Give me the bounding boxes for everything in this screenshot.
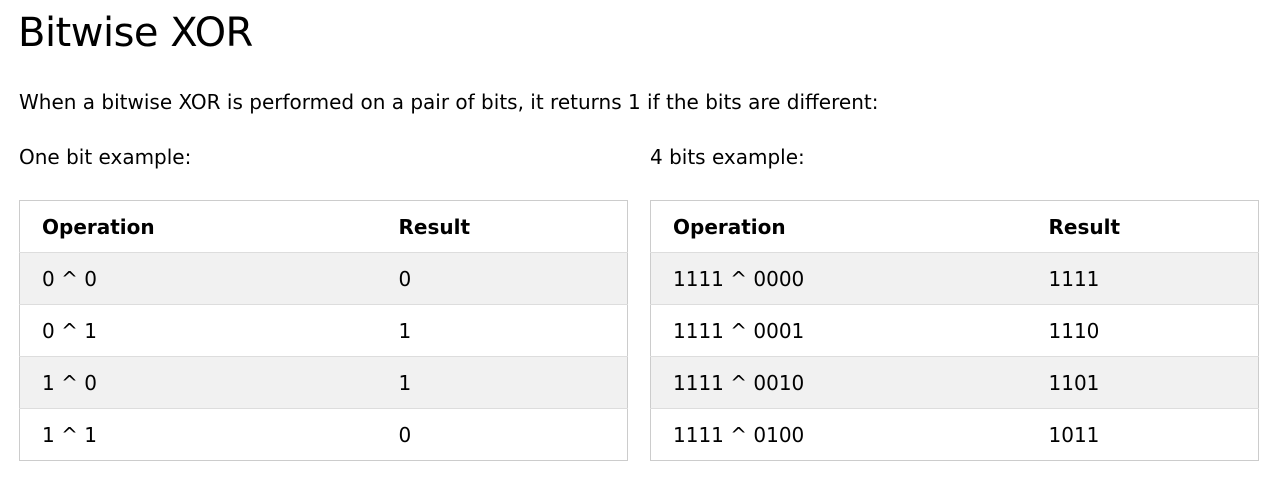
- operation-cell: 1 ^ 1: [42, 422, 97, 447]
- page-title: Bitwise XOR: [18, 10, 253, 56]
- table-row: 1 ^ 0 1: [19, 356, 628, 409]
- table-header-row: Operation Result: [19, 200, 628, 253]
- table-row: 1111 ^ 0100 1011: [651, 409, 1259, 461]
- four-bits-table: Operation Result 1111 ^ 0000 1111 1111 ^…: [650, 200, 1259, 461]
- operation-cell: 1111 ^ 0010: [650, 356, 1027, 409]
- result-cell: 1: [376, 304, 628, 357]
- table-row: 0 ^ 0 0: [19, 252, 628, 305]
- table-row: 1111 ^ 0001 1110: [650, 304, 1259, 357]
- operation-cell: 1 ^ 0: [19, 356, 377, 409]
- result-header: Result: [376, 200, 628, 253]
- table-row: 0 ^ 1 1: [19, 304, 628, 357]
- operation-header: Operation: [19, 200, 377, 253]
- result-cell: 1101: [1026, 356, 1259, 409]
- four-bits-example: 4 bits example: Operation Result 1111 ^ …: [650, 143, 1259, 461]
- table-row: 1111 ^ 0000 1111: [650, 252, 1259, 305]
- operation-header: Operation: [650, 200, 1027, 253]
- one-bit-example: One bit example: Operation Result 0 ^ 0 …: [19, 143, 628, 461]
- table-header-row: Operation Result: [650, 200, 1259, 253]
- result-cell: 0: [398, 422, 412, 447]
- four-bits-example-label: 4 bits example:: [650, 145, 805, 169]
- result-cell: 1011: [1048, 422, 1100, 447]
- one-bit-table: Operation Result 0 ^ 0 0 0 ^ 1 1 1 ^ 0 1…: [19, 200, 628, 461]
- operation-cell: 0 ^ 0: [19, 252, 377, 305]
- operation-cell: 1111 ^ 0000: [650, 252, 1027, 305]
- table-row: 1111 ^ 0010 1101: [650, 356, 1259, 409]
- result-cell: 0: [376, 252, 628, 305]
- one-bit-example-label: One bit example:: [19, 145, 192, 169]
- operation-cell: 0 ^ 1: [19, 304, 377, 357]
- result-cell: 1: [376, 356, 628, 409]
- operation-cell: 1111 ^ 0001: [650, 304, 1027, 357]
- result-header: Result: [1026, 200, 1259, 253]
- result-cell: 1110: [1026, 304, 1259, 357]
- table-row: 1 ^ 1 0: [20, 409, 628, 461]
- operation-cell: 1111 ^ 0100: [673, 422, 805, 447]
- intro-text: When a bitwise XOR is performed on a pai…: [19, 90, 879, 114]
- result-cell: 1111: [1026, 252, 1259, 305]
